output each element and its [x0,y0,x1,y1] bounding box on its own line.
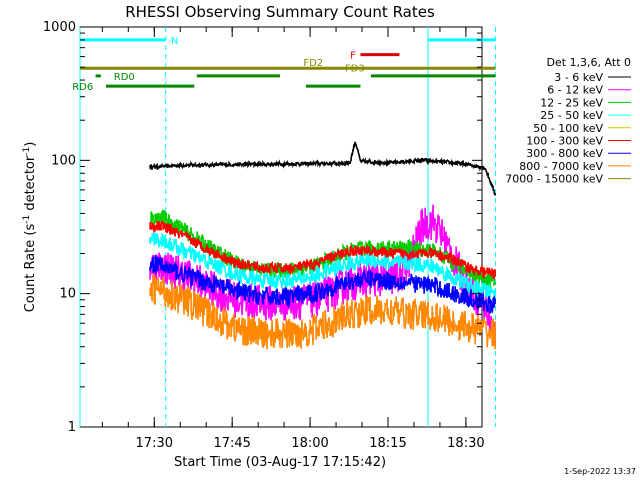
legend-entry-label: 300 - 800 keV [526,147,603,160]
x-tick-label: 17:45 [213,436,250,451]
legend-entry-label: 12 - 25 keV [540,96,603,109]
y-axis-label: Count Rate (s-1 detector-1) [22,142,38,313]
series-line [149,273,496,350]
y-tick-label: 100 [51,153,76,168]
vertical-markers [79,27,497,427]
legend-entry-label: 100 - 300 keV [526,135,603,148]
footer-timestamp: 1-Sep-2022 13:37 [564,467,636,476]
flag-label: RD0 [114,72,135,83]
legend-entry-label: 6 - 12 keV [547,84,603,97]
series-line [149,255,496,314]
legend-entry-label: 7000 - 15000 keV [505,173,603,186]
series-line [149,204,496,346]
flag-label: FD2 [303,58,323,69]
x-axis: 17:30 17:45 18:00 18:15 18:30 [101,27,485,451]
legend-entry-label: 800 - 7000 keV [519,160,603,173]
y-axis: 1 10 100 1000 [43,20,482,435]
series-line [149,232,496,302]
x-tick-label: 17:30 [136,436,173,451]
flag-label: F [350,51,356,62]
flag-label: RD6 [72,82,93,93]
flag-bars: NFFD2FD3RD0RD6 [72,36,496,93]
x-tick-label: 18:15 [369,436,406,451]
y-tick-label: 1 [68,420,76,435]
x-tick-label: 18:30 [447,436,484,451]
flag-label: N [171,36,178,47]
y-tick-label: 1000 [43,20,76,35]
y-tick-label: 10 [59,287,76,302]
series-line [149,141,496,196]
legend-entry-label: 25 - 50 keV [540,109,603,122]
series-line [149,220,496,281]
legend-entry-label: 50 - 100 keV [533,122,603,135]
series-layer [149,141,496,350]
legend-entry-label: 3 - 6 keV [554,71,603,84]
x-tick-label: 18:00 [291,436,328,451]
x-axis-label: Start Time (03-Aug-17 17:15:42) [174,455,386,470]
legend-header: Det 1,3,6, Att 0 [547,56,631,69]
chart-title: RHESSI Observing Summary Count Rates [125,3,435,21]
